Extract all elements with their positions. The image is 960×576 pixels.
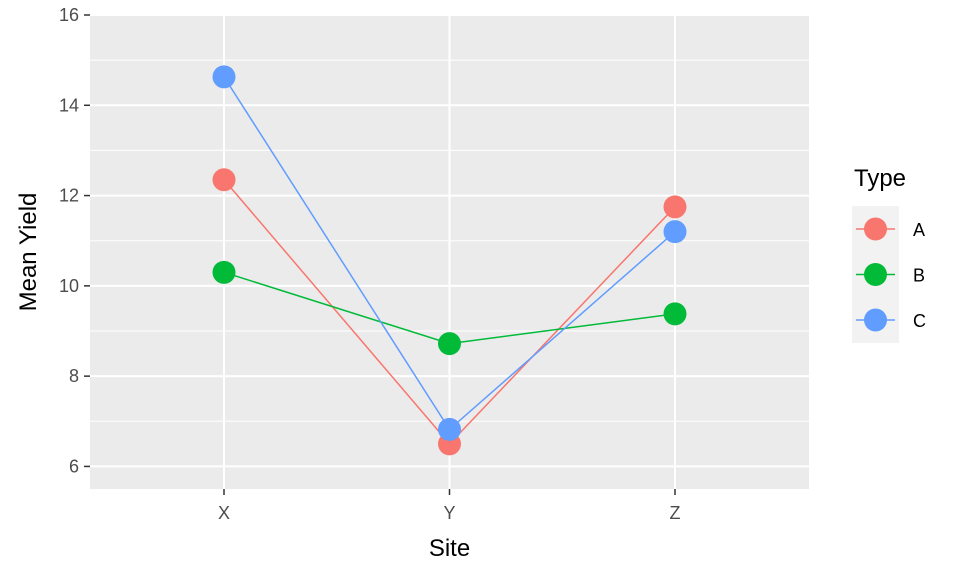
x-tick-label: Y [443,503,455,523]
data-point-c [212,65,236,89]
legend: Type A B C [852,165,926,343]
data-point-c [438,417,461,441]
data-point-a [212,168,236,192]
legend-title: Type [854,165,906,192]
data-point-b [438,332,461,356]
x-axis: X Y Z [218,489,681,523]
y-tick-label: 14 [59,95,79,115]
y-axis-title: Mean Yield [15,193,42,312]
legend-label: A [913,220,925,240]
legend-key-point [864,263,887,286]
legend-item-a: A [856,217,925,241]
data-point-c [663,220,687,244]
y-tick-label: 16 [59,5,79,25]
x-axis-title: Site [429,535,470,562]
legend-item-b: B [856,263,925,286]
y-tick-label: 8 [69,366,79,386]
data-point-b [212,260,236,284]
x-tick-label: Z [670,503,681,523]
y-axis: 6 8 10 12 14 16 [59,5,90,476]
legend-item-c: C [856,308,926,332]
y-tick-label: 12 [59,186,79,206]
data-point-b [663,302,687,326]
y-tick-label: 6 [69,456,79,476]
legend-label: B [913,266,925,286]
y-tick-label: 10 [59,276,79,296]
legend-label: C [913,311,926,331]
major-gridlines [90,14,809,489]
data-point-a [663,195,687,219]
legend-key-point [864,308,887,332]
legend-key-point [864,217,887,241]
x-tick-label: X [218,503,230,523]
series-points [212,65,687,456]
legend-items: A B C [856,217,926,332]
